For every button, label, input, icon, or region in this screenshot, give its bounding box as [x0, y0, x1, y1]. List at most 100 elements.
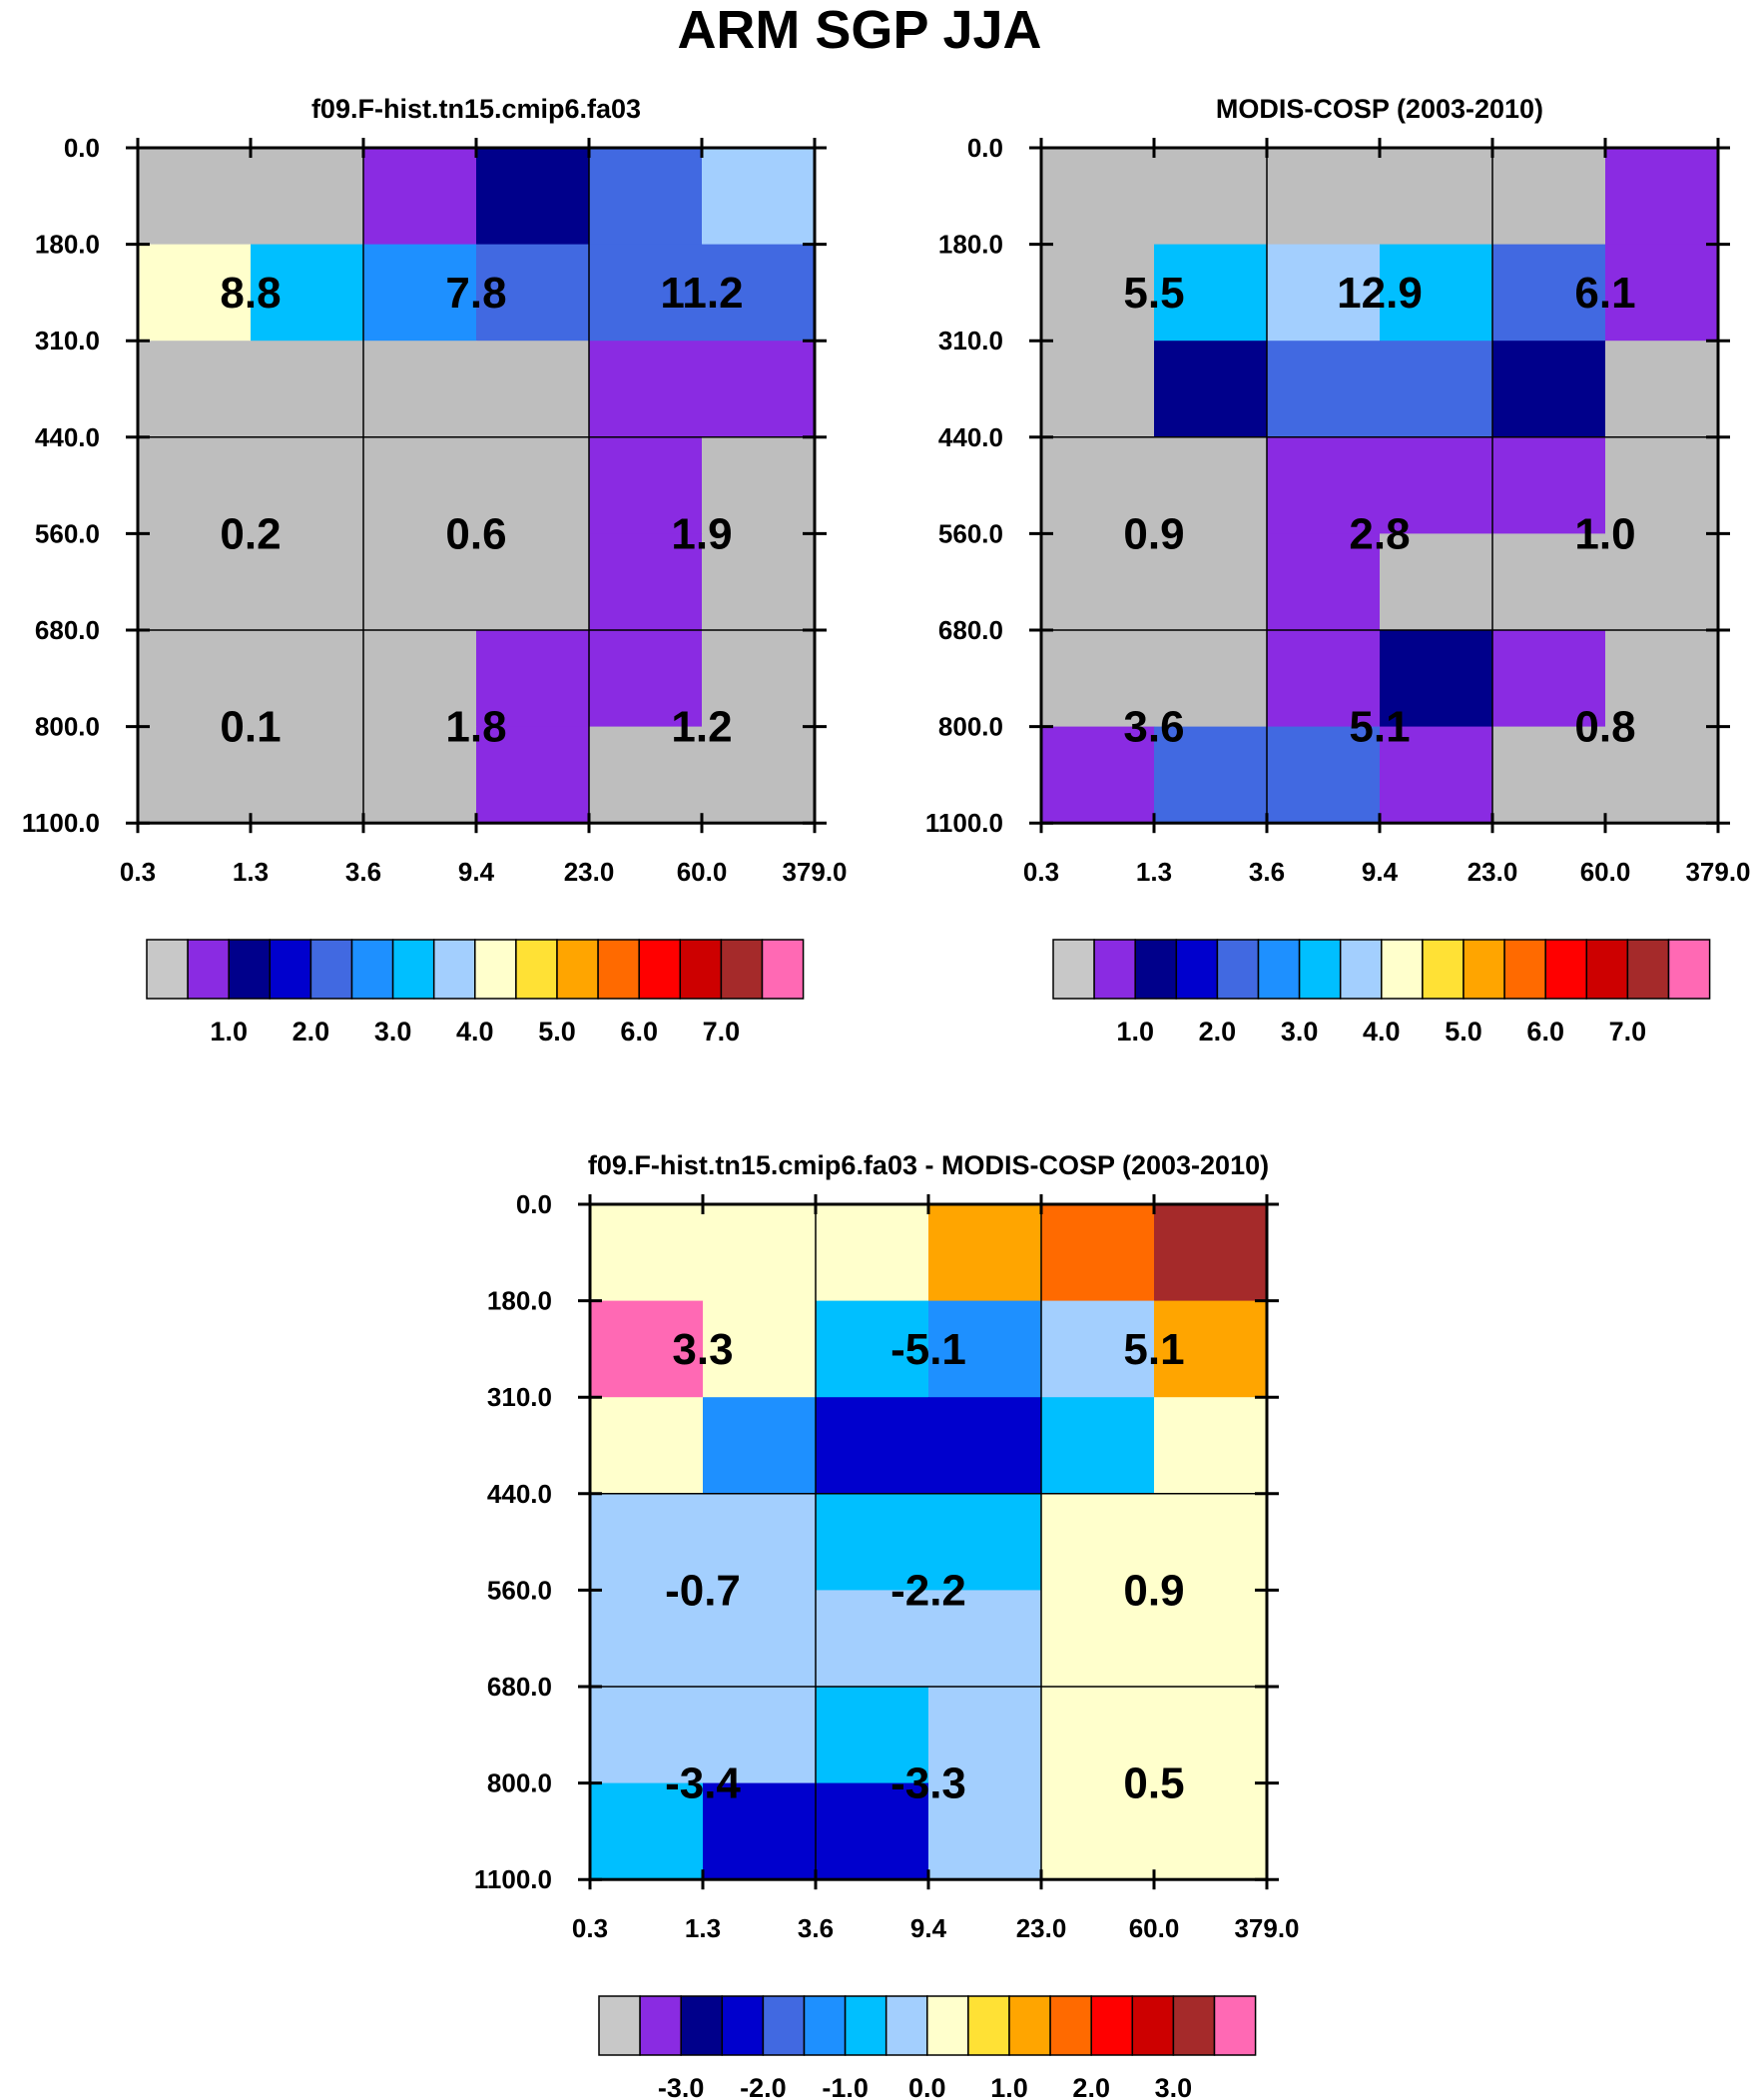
heatmap-cell: [1041, 436, 1155, 534]
colorbar-label: 7.0: [1609, 1017, 1647, 1047]
colorbar-swatch: [1381, 939, 1424, 1000]
heatmap-cell: [589, 533, 703, 631]
colorbar-swatch: [1175, 939, 1219, 1000]
heatmap-cell: [1267, 726, 1381, 824]
x-tick-label: 60.0: [677, 857, 728, 887]
cell-value-label: 6.1: [1574, 269, 1635, 318]
heatmap-cell: [1041, 1782, 1155, 1880]
panel-title: f09.F-hist.tn15.cmip6.fa03 - MODIS-COSP …: [588, 1150, 1269, 1180]
heatmap-cell: [589, 630, 703, 728]
heatmap-cell: [928, 1300, 1042, 1398]
colorbar-label: 3.0: [374, 1017, 412, 1047]
x-tick-label: 23.0: [1016, 1913, 1067, 1943]
colorbar-label: 6.0: [1526, 1017, 1564, 1047]
colorbar-swatch: [639, 1995, 682, 2056]
heatmap-cell: [1267, 436, 1381, 534]
colorbar-label: 6.0: [620, 1017, 658, 1047]
colorbar-swatch: [146, 939, 189, 1000]
colorbar-swatch: [762, 1995, 806, 2056]
x-tick-label: 3.6: [1249, 857, 1285, 887]
x-tick-label: 9.4: [458, 857, 495, 887]
colorbar-swatch: [1090, 1995, 1134, 2056]
heatmap-cell: [1267, 148, 1381, 246]
y-tick-label: 680.0: [487, 1672, 552, 1702]
heatmap-cell: [1380, 630, 1493, 728]
colorbar-label: 2.0: [1072, 2073, 1110, 2100]
colorbar-swatch: [1626, 939, 1670, 1000]
heatmap-cell: [1380, 341, 1493, 438]
heatmap-cell: [928, 1493, 1042, 1591]
x-tick-label: 379.0: [1685, 857, 1750, 887]
heatmap-cell: [363, 436, 477, 534]
heatmap-cell: [1492, 148, 1606, 246]
heatmap-cell: [590, 1300, 704, 1398]
heatmap-cell: [1154, 148, 1268, 246]
heatmap-cell: [138, 436, 252, 534]
heatmap-cell: [1041, 341, 1155, 438]
heatmap-cell: [703, 1397, 817, 1495]
heatmap-cell: [702, 341, 816, 438]
colorbar-label: 5.0: [538, 1017, 576, 1047]
cell-value-label: -5.1: [890, 1325, 966, 1374]
y-tick-label: 680.0: [938, 615, 1003, 645]
heatmap-cell: [476, 341, 590, 438]
colorbar-label: 1.0: [1116, 1017, 1154, 1047]
heatmap-cell: [1041, 1300, 1155, 1398]
cell-value-label: 5.1: [1123, 1325, 1184, 1374]
colorbar-swatch: [1216, 939, 1260, 1000]
y-tick-label: 0.0: [516, 1189, 552, 1219]
heatmap-cell: [476, 436, 590, 534]
x-tick-label: 23.0: [564, 857, 615, 887]
heatmap-cell: [138, 341, 252, 438]
cell-value-label: -2.2: [890, 1566, 966, 1615]
colorbar-swatch: [720, 939, 764, 1000]
colorbar-swatch: [350, 939, 394, 1000]
heatmap-cell: [1154, 1300, 1268, 1398]
heatmap-cell: [928, 1204, 1042, 1302]
heatmap-cell: [1492, 630, 1606, 728]
heatmap-cell: [928, 1590, 1042, 1688]
heatmap-cell: [1154, 1782, 1268, 1880]
heatmap-cell: [589, 148, 703, 246]
heatmap-cell: [703, 1782, 817, 1880]
cell-value-label: -3.3: [890, 1759, 966, 1808]
x-tick-label: 9.4: [910, 1913, 947, 1943]
colorbar-label: 3.0: [1281, 1017, 1319, 1047]
heatmap-cell: [476, 244, 590, 342]
colorbar-swatch: [391, 939, 435, 1000]
colorbar-swatch: [638, 939, 682, 1000]
heatmap-cell: [363, 341, 477, 438]
heatmap-cell: [1492, 341, 1606, 438]
heatmap-cell: [702, 436, 816, 534]
colorbar-swatch: [1422, 939, 1465, 1000]
heatmap-cell: [251, 436, 364, 534]
heatmap-cell: [928, 1687, 1042, 1784]
heatmap-cell: [590, 1590, 704, 1688]
heatmap-cell: [1605, 533, 1719, 631]
heatmap-cell: [702, 148, 816, 246]
model-panel: f09.F-hist.tn15.cmip6.fa03 0.3 1.3 3.6 9.4 23…: [22, 94, 848, 1047]
heatmap-cell: [928, 1397, 1042, 1495]
cell-value-label: 8.8: [220, 269, 281, 318]
heatmap-cell: [590, 1204, 704, 1302]
heatmap-cell: [1605, 244, 1719, 342]
heatmap-cell: [1154, 630, 1268, 728]
colorbar-label: 1.0: [990, 2073, 1028, 2100]
colorbar-swatch: [556, 939, 599, 1000]
cell-value-label: 11.2: [660, 269, 743, 318]
heatmap-cell: [1154, 436, 1268, 534]
x-tick-label: 1.3: [1136, 857, 1172, 887]
y-tick-label: 800.0: [938, 712, 1003, 742]
colorbar-label: 0.0: [908, 2073, 946, 2100]
heatmap-cell: [1154, 726, 1268, 824]
cell-value-label: 3.6: [1123, 703, 1184, 752]
heatmap-cell: [589, 726, 703, 824]
colorbar-label: 4.0: [456, 1017, 494, 1047]
y-tick-label: 1100.0: [925, 808, 1003, 838]
colorbar-swatch: [926, 1995, 969, 2056]
cell-value-label: 5.5: [1123, 269, 1184, 318]
heatmap-cell: [816, 1782, 929, 1880]
heatmap-cell: [1041, 1687, 1155, 1784]
x-tick-label: 60.0: [1129, 1913, 1180, 1943]
panel-title: f09.F-hist.tn15.cmip6.fa03: [311, 94, 641, 124]
